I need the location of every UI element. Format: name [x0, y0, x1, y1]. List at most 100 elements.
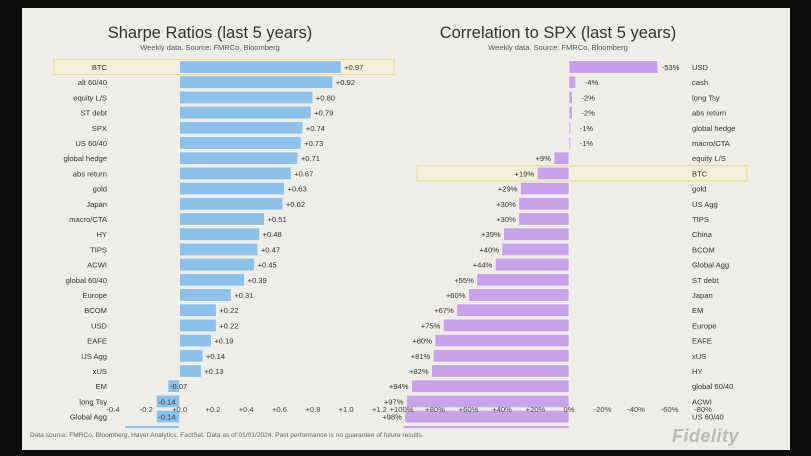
sharpe-category-label: BTC [92, 63, 108, 72]
sharpe-category-label: global hedge [64, 154, 108, 163]
sharpe-value-label: +0.92 [336, 78, 355, 87]
sharpe-value-label: -0.07 [170, 382, 187, 391]
correlation-value-label: +94% [389, 382, 409, 391]
correlation-bar [404, 410, 570, 424]
sharpe-category-label: ST debt [81, 109, 108, 118]
correlation-value-label: +19% [515, 169, 535, 178]
correlation-value-label: +98% [382, 413, 402, 422]
correlation-bar [568, 60, 659, 74]
correlation-tick-label: -40% [627, 405, 645, 414]
sharpe-value-label: +0.39 [248, 276, 267, 285]
sharpe-bar [179, 106, 312, 120]
sharpe-title: Sharpe Ratios (last 5 years) [108, 24, 313, 42]
slide: Sharpe Ratios (last 5 years) Weekly data.… [22, 8, 790, 450]
correlation-value-label: -2% [581, 109, 595, 118]
correlation-category-label: cash [692, 78, 708, 87]
correlation-tick-label: +80% [425, 405, 445, 414]
sharpe-bar [179, 334, 212, 348]
sharpe-value-label: +0.97 [344, 63, 363, 72]
sharpe-value-label: +0.63 [287, 185, 306, 194]
correlation-bar [411, 379, 570, 393]
sharpe-bar [179, 349, 204, 363]
correlation-category-label: BTC [692, 169, 708, 178]
correlation-value-label: +81% [411, 352, 431, 361]
correlation-bar [503, 227, 570, 241]
sharpe-bar [179, 242, 259, 256]
correlation-bar [520, 182, 570, 196]
sharpe-value-label: +0.47 [261, 245, 280, 254]
sharpe-tick-label: +1.2 [372, 405, 387, 414]
sharpe-value-label: +0.71 [301, 154, 320, 163]
correlation-category-label: HY [692, 367, 703, 376]
correlation-value-label: -1% [580, 139, 594, 148]
correlation-value-label: +30% [496, 200, 516, 209]
correlation-chart: Correlation to SPX (last 5 years)Weekly … [381, 24, 748, 428]
sharpe-value-label: +0.31 [234, 291, 253, 300]
sharpe-tick-label: +0.8 [305, 405, 320, 414]
correlation-value-label: +44% [473, 261, 493, 270]
correlation-bar [568, 121, 571, 135]
correlation-value-label: -2% [581, 93, 595, 102]
sharpe-bar [124, 425, 180, 428]
correlation-category-label: EAFE [692, 337, 712, 346]
correlation-bar [433, 349, 570, 363]
sharpe-tick-label: +0.4 [239, 405, 254, 414]
correlation-value-label: +39% [481, 230, 501, 239]
sharpe-category-label: Europe [83, 291, 108, 300]
sharpe-tick-label: +0.6 [272, 405, 287, 414]
correlation-value-label: +80% [412, 337, 432, 346]
sharpe-bar [155, 410, 180, 424]
sharpe-value-label: +0.19 [214, 337, 233, 346]
sharpe-bar [179, 212, 265, 226]
sharpe-bar [179, 136, 302, 150]
sharpe-bar [179, 258, 255, 272]
correlation-tick-label: +20% [526, 405, 546, 414]
sharpe-bar [179, 288, 232, 302]
correlation-bar [568, 136, 571, 150]
sharpe-category-label: xUS [93, 367, 107, 376]
correlation-category-label: ST debt [692, 276, 719, 285]
correlation-value-label: -4% [585, 78, 599, 87]
sharpe-category-label: global 60/40 [66, 276, 107, 285]
sharpe-category-label: equity L/S [73, 93, 107, 102]
correlation-bar [431, 364, 570, 378]
sharpe-bar [179, 227, 260, 241]
correlation-value-label: +30% [496, 215, 516, 224]
sharpe-value-label: -0.14 [158, 397, 175, 406]
sharpe-bar [179, 364, 202, 378]
sharpe-category-label: alt 60/40 [78, 78, 107, 87]
correlation-category-label: Japan [692, 291, 713, 300]
sharpe-bar [179, 318, 217, 332]
sharpe-category-label: SPX [92, 124, 107, 133]
correlation-bar [553, 151, 570, 165]
sharpe-value-label: +0.22 [219, 321, 238, 330]
sharpe-bar [179, 273, 245, 287]
correlation-category-label: ACWI [692, 397, 712, 406]
sharpe-bar [179, 166, 292, 180]
correlation-category-label: Global Agg [692, 261, 729, 270]
correlation-value-label: +75% [421, 321, 441, 330]
correlation-tick-label: +40% [492, 405, 512, 414]
correlation-category-label: xUS [692, 352, 706, 361]
sharpe-tick-label: -0.4 [106, 405, 119, 414]
sharpe-tick-label: +1.0 [339, 405, 354, 414]
sharpe-value-label: +0.80 [316, 93, 335, 102]
sharpe-tick-label: +0.0 [172, 405, 187, 414]
sharpe-bar [167, 379, 180, 393]
sharpe-category-label: EM [96, 382, 107, 391]
sharpe-value-label: +0.13 [204, 367, 223, 376]
correlation-category-label: US Agg [692, 200, 718, 209]
sharpe-tick-label: -0.2 [140, 405, 153, 414]
correlation-category-label: global 60/40 [692, 382, 733, 391]
sharpe-category-label: US 60/40 [75, 139, 107, 148]
fidelity-logo: Fidelity [672, 426, 740, 446]
correlation-bar [402, 425, 570, 428]
sharpe-value-label: +0.22 [219, 306, 238, 315]
correlation-category-label: USD [692, 63, 709, 72]
correlation-tick-label: -20% [594, 405, 612, 414]
correlation-tick-label: -60% [661, 405, 679, 414]
sharpe-category-label: long Tsy [79, 397, 107, 406]
correlation-bar [568, 106, 573, 120]
correlation-bar [443, 318, 570, 332]
sharpe-category-label: gold [93, 185, 107, 194]
